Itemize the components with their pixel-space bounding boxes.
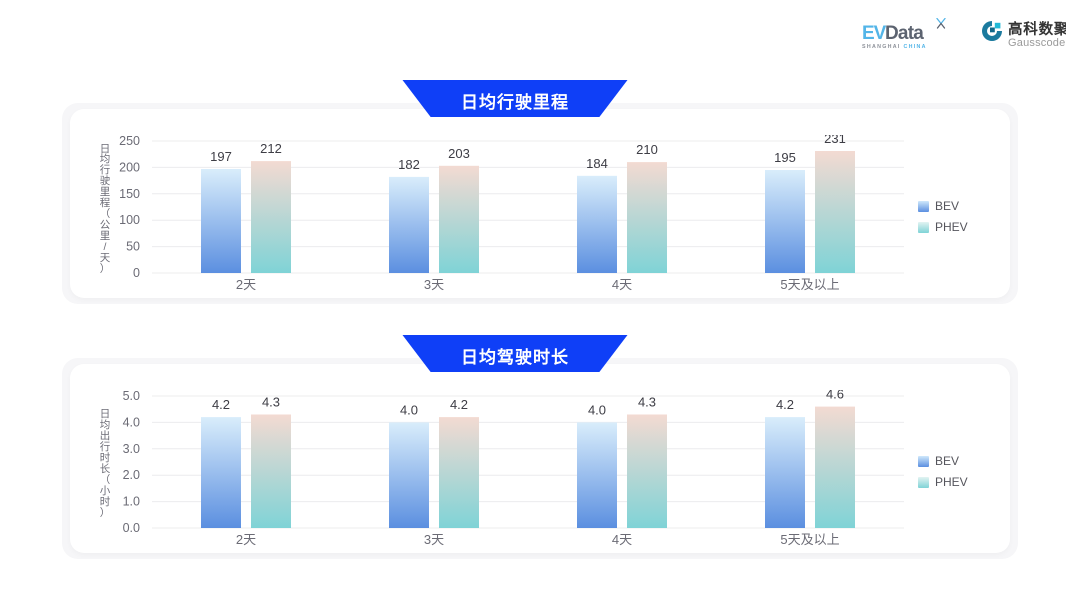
svg-text:250: 250 [119, 135, 140, 148]
svg-text:2天: 2天 [236, 277, 256, 292]
svg-text:0.0: 0.0 [123, 521, 140, 535]
svg-text:212: 212 [260, 141, 282, 156]
svg-text:197: 197 [210, 149, 232, 164]
svg-text:5天及以上: 5天及以上 [780, 532, 839, 547]
svg-text:1.0: 1.0 [123, 495, 140, 509]
svg-text:5天及以上: 5天及以上 [780, 277, 839, 292]
svg-text:4.3: 4.3 [638, 395, 656, 410]
svg-text:200: 200 [119, 160, 140, 174]
svg-text:3天: 3天 [424, 532, 444, 547]
svg-text:Gausscode: Gausscode [1008, 37, 1065, 49]
svg-text:4天: 4天 [612, 532, 632, 547]
svg-text:50: 50 [126, 240, 140, 254]
svg-text:2天: 2天 [236, 532, 256, 547]
svg-text:0: 0 [133, 266, 140, 280]
svg-text:SHANGHAI CHINA: SHANGHAI CHINA [862, 44, 927, 50]
svg-text:150: 150 [119, 187, 140, 201]
svg-text:4.2: 4.2 [776, 397, 794, 412]
svg-text:4天: 4天 [612, 277, 632, 292]
svg-text:5.0: 5.0 [123, 390, 140, 403]
svg-text:4.0: 4.0 [588, 402, 606, 417]
svg-text:3.0: 3.0 [123, 442, 140, 456]
svg-text:182: 182 [398, 157, 420, 172]
svg-text:Data: Data [885, 23, 924, 44]
svg-text:203: 203 [448, 146, 470, 161]
svg-text:210: 210 [636, 142, 658, 157]
svg-text:4.0: 4.0 [400, 402, 418, 417]
svg-text:4.0: 4.0 [123, 415, 140, 429]
svg-text:231: 231 [824, 135, 846, 146]
svg-text:4.2: 4.2 [450, 397, 468, 412]
svg-text:高科数聚: 高科数聚 [1008, 20, 1066, 38]
svg-text:100: 100 [119, 213, 140, 227]
svg-text:4.3: 4.3 [262, 395, 280, 410]
svg-text:195: 195 [774, 150, 796, 165]
svg-text:4.2: 4.2 [212, 397, 230, 412]
svg-text:EV: EV [862, 23, 887, 44]
svg-text:4.6: 4.6 [826, 390, 844, 402]
svg-text:3天: 3天 [424, 277, 444, 292]
svg-text:2.0: 2.0 [123, 468, 140, 482]
svg-text:184: 184 [586, 156, 608, 171]
